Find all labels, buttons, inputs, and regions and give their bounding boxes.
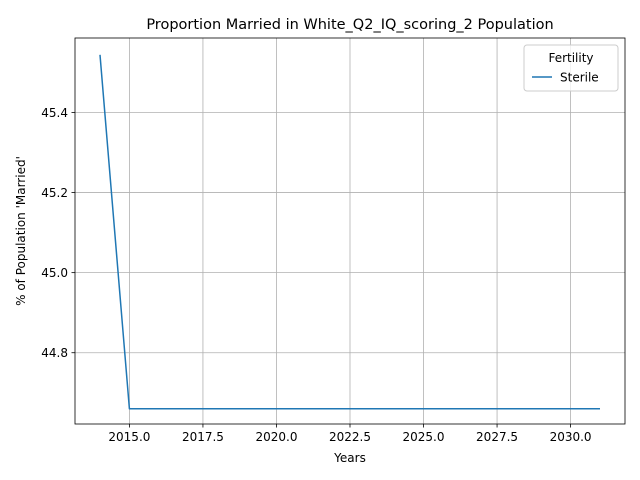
y-tick-label: 45.4 (41, 106, 68, 120)
legend-label: Sterile (560, 70, 599, 84)
legend: Fertility Sterile (523, 44, 619, 92)
x-tick-label: 2022.5 (329, 430, 371, 444)
x-tick-label: 2020.0 (255, 430, 297, 444)
y-axis-label: % of Population 'Married' (14, 156, 28, 306)
series-layer (99, 54, 600, 410)
y-tick-label: 45.0 (41, 266, 68, 280)
legend-box (523, 44, 619, 92)
x-tick-label: 2015.0 (108, 430, 150, 444)
legend-entries: Sterile (532, 70, 599, 84)
y-axis: 44.8 45.0 45.2 45.4 (41, 106, 75, 360)
grid (75, 38, 625, 424)
legend-title: Fertility (548, 51, 593, 65)
y-tick-label: 44.8 (41, 346, 68, 360)
x-axis: 2015.0 2017.5 2020.0 2022.5 2025.0 2027.5 2030… (108, 424, 592, 444)
x-axis-label: Years (333, 451, 366, 465)
y-tick-label: 45.2 (41, 186, 68, 200)
x-tick-label: 2027.5 (476, 430, 518, 444)
x-tick-label: 2030.0 (550, 430, 592, 444)
x-tick-label: 2017.5 (182, 430, 224, 444)
x-tick-label: 2025.0 (403, 430, 445, 444)
chart-title: Proportion Married in White_Q2_IQ_scorin… (146, 17, 553, 33)
series-line-sterile (99, 54, 600, 410)
